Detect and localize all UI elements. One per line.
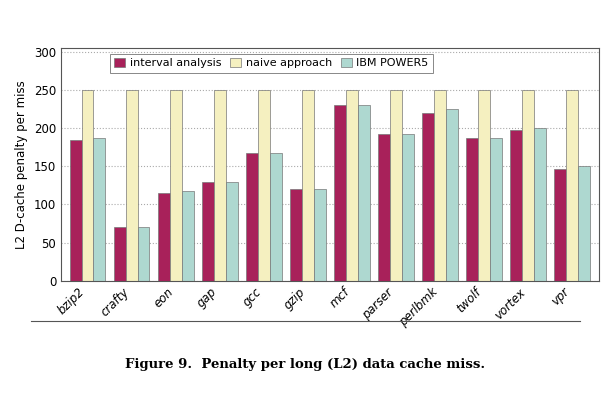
Bar	[346, 90, 358, 281]
Legend: interval analysis, naive approach, IBM POWER5: interval analysis, naive approach, IBM P…	[109, 54, 433, 73]
Bar	[258, 90, 270, 281]
Bar	[466, 138, 478, 281]
Bar	[114, 227, 126, 281]
Bar	[225, 182, 238, 281]
Bar	[202, 182, 214, 281]
Bar	[510, 130, 522, 281]
Bar	[158, 193, 170, 281]
Bar	[478, 90, 490, 281]
Bar	[566, 90, 578, 281]
Bar	[246, 153, 258, 281]
Bar	[126, 90, 137, 281]
Bar	[578, 166, 590, 281]
Bar	[214, 90, 225, 281]
Bar	[302, 90, 314, 281]
Bar	[314, 189, 326, 281]
Bar	[534, 128, 546, 281]
Bar	[82, 90, 93, 281]
Bar	[170, 90, 181, 281]
Bar	[422, 113, 434, 281]
Bar	[290, 189, 302, 281]
Bar	[137, 227, 150, 281]
Bar	[490, 138, 502, 281]
Bar	[93, 138, 105, 281]
Bar	[334, 105, 346, 281]
Bar	[181, 192, 194, 281]
Y-axis label: L2 D-cache penalty per miss: L2 D-cache penalty per miss	[15, 80, 29, 249]
Bar	[555, 168, 566, 281]
Bar	[70, 140, 82, 281]
Bar	[402, 134, 414, 281]
Bar	[434, 90, 446, 281]
Bar	[446, 109, 458, 281]
Bar	[378, 134, 390, 281]
Text: Figure 9.  Penalty per long (L2) data cache miss.: Figure 9. Penalty per long (L2) data cac…	[125, 358, 486, 371]
Bar	[358, 105, 370, 281]
Bar	[522, 90, 534, 281]
Bar	[270, 153, 282, 281]
Bar	[390, 90, 402, 281]
